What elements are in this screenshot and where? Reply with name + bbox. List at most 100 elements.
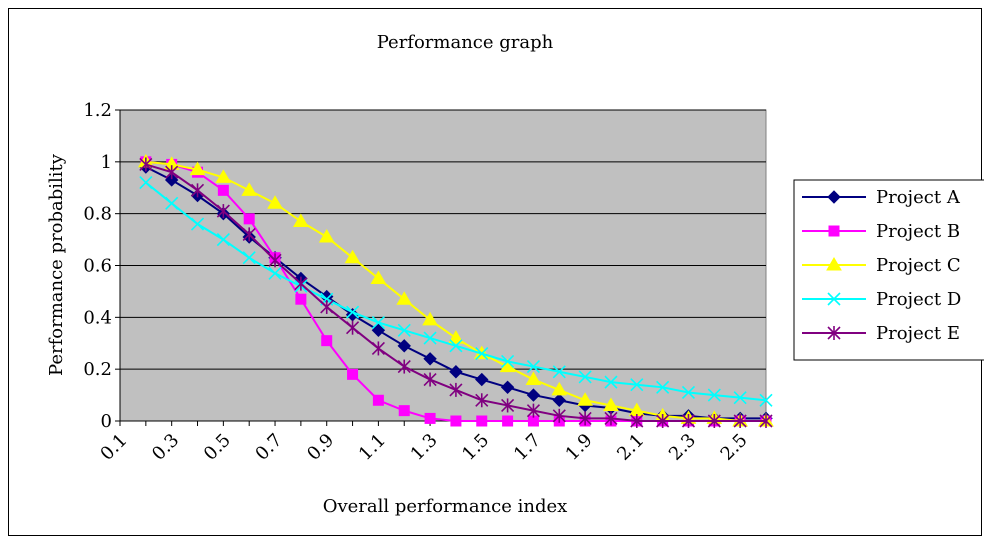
- x-tick-label: 0.9: [303, 430, 338, 465]
- legend-label: Project D: [876, 289, 961, 310]
- legend-marker: [827, 326, 841, 340]
- data-point-project-c: [603, 397, 619, 411]
- data-point-project-c: [189, 161, 206, 176]
- data-point-project-a: [475, 372, 489, 387]
- y-tick-label: 1: [101, 152, 112, 173]
- legend-label: Project C: [876, 255, 961, 276]
- legend-item-project-b: Project B: [802, 221, 960, 242]
- x-tick-label: 0.7: [251, 430, 286, 465]
- data-point-project-e: [733, 414, 747, 428]
- data-point-project-c: [344, 249, 361, 264]
- data-point-project-b: [321, 335, 333, 347]
- x-tick-label: 2.5: [717, 430, 752, 465]
- data-point-project-d: [501, 354, 515, 368]
- data-point-project-c: [241, 182, 258, 196]
- x-tick-label: 0.5: [200, 430, 235, 465]
- data-point-project-d: [423, 331, 437, 345]
- data-point-project-d: [165, 196, 179, 210]
- data-point-project-e: [526, 403, 541, 418]
- x-tick-label: 2.1: [613, 430, 648, 465]
- x-tick-label: 1.9: [562, 430, 597, 465]
- data-point-project-e: [294, 276, 308, 291]
- legend-marker: [827, 292, 841, 306]
- x-tick-label: 0.1: [96, 430, 131, 465]
- x-tick-label: 0.3: [148, 430, 183, 465]
- legend-item-project-d: Project D: [802, 289, 961, 310]
- legend-label: Project E: [876, 323, 960, 344]
- data-point-project-e: [578, 411, 592, 426]
- data-point-project-d: [139, 176, 153, 190]
- legend-label: Project A: [876, 187, 961, 208]
- data-point-project-c: [267, 195, 283, 209]
- data-point-project-a: [449, 365, 463, 379]
- legend-box: [793, 179, 984, 361]
- data-point-project-e: [242, 227, 256, 242]
- legend-marker: [828, 225, 840, 237]
- data-point-project-e: [397, 359, 411, 374]
- data-point-project-a: [552, 393, 566, 407]
- data-point-project-b: [424, 412, 436, 424]
- data-point-project-d: [578, 370, 592, 384]
- data-point-project-e: [449, 382, 463, 397]
- data-point-project-c: [370, 270, 387, 284]
- data-point-project-d: [475, 347, 489, 361]
- x-tick-label: 1.5: [458, 430, 493, 465]
- data-point-project-b: [502, 415, 514, 427]
- data-point-project-e: [656, 414, 670, 428]
- y-tick-label: 0.8: [83, 204, 112, 225]
- data-point-project-d: [397, 323, 411, 337]
- data-point-project-b: [398, 405, 410, 417]
- legend-label: Project B: [876, 221, 960, 242]
- data-point-project-b: [295, 293, 307, 305]
- y-tick-label: 1.2: [83, 100, 112, 121]
- data-point-project-a: [164, 173, 179, 187]
- data-point-project-e: [165, 165, 179, 180]
- data-point-project-c: [396, 291, 413, 305]
- data-point-project-d: [371, 315, 385, 330]
- data-point-project-e: [268, 253, 282, 268]
- chart-title: Performance graph: [377, 32, 554, 53]
- data-point-project-e: [423, 372, 437, 387]
- y-tick-label: 0: [101, 411, 112, 432]
- data-point-project-d: [733, 391, 747, 405]
- data-point-project-a: [397, 339, 411, 353]
- data-point-project-d: [345, 305, 360, 319]
- data-point-project-b: [372, 394, 384, 406]
- data-point-project-e: [139, 157, 153, 172]
- data-point-project-e: [475, 393, 489, 408]
- data-point-project-d: [604, 375, 618, 389]
- data-point-project-b: [450, 415, 462, 427]
- legend-item-project-a: Project A: [802, 187, 961, 208]
- data-point-project-e: [552, 408, 566, 423]
- data-point-project-a: [500, 380, 515, 395]
- data-point-project-e: [190, 183, 205, 198]
- data-point-project-b: [243, 213, 255, 225]
- x-tick-label: 1.1: [355, 430, 390, 465]
- data-point-project-d: [656, 380, 670, 394]
- data-point-project-e: [604, 411, 618, 426]
- data-point-project-c: [551, 381, 568, 396]
- legend-marker: [826, 257, 842, 271]
- data-point-project-b: [347, 368, 359, 380]
- data-point-project-b: [476, 415, 488, 427]
- data-point-project-e: [216, 204, 230, 219]
- x-tick-label: 2.3: [665, 430, 700, 465]
- data-point-project-d: [268, 266, 282, 280]
- data-point-project-d: [449, 339, 463, 353]
- data-point-project-c: [422, 311, 438, 326]
- data-point-project-d: [681, 385, 696, 400]
- data-point-project-c: [215, 169, 232, 183]
- data-point-project-c: [293, 213, 309, 227]
- data-point-project-a: [423, 352, 437, 366]
- series-project-e: [139, 157, 773, 428]
- y-axis-label: Performance probability: [46, 153, 67, 376]
- data-point-project-d: [707, 388, 721, 402]
- legend-item-project-c: Project C: [802, 255, 961, 276]
- data-point-project-e: [501, 398, 515, 413]
- data-point-project-d: [759, 393, 773, 407]
- data-point-project-a: [371, 323, 386, 337]
- legend-marker: [827, 190, 841, 204]
- x-axis-label: Overall performance index: [323, 496, 568, 517]
- legend-item-project-e: Project E: [802, 323, 960, 344]
